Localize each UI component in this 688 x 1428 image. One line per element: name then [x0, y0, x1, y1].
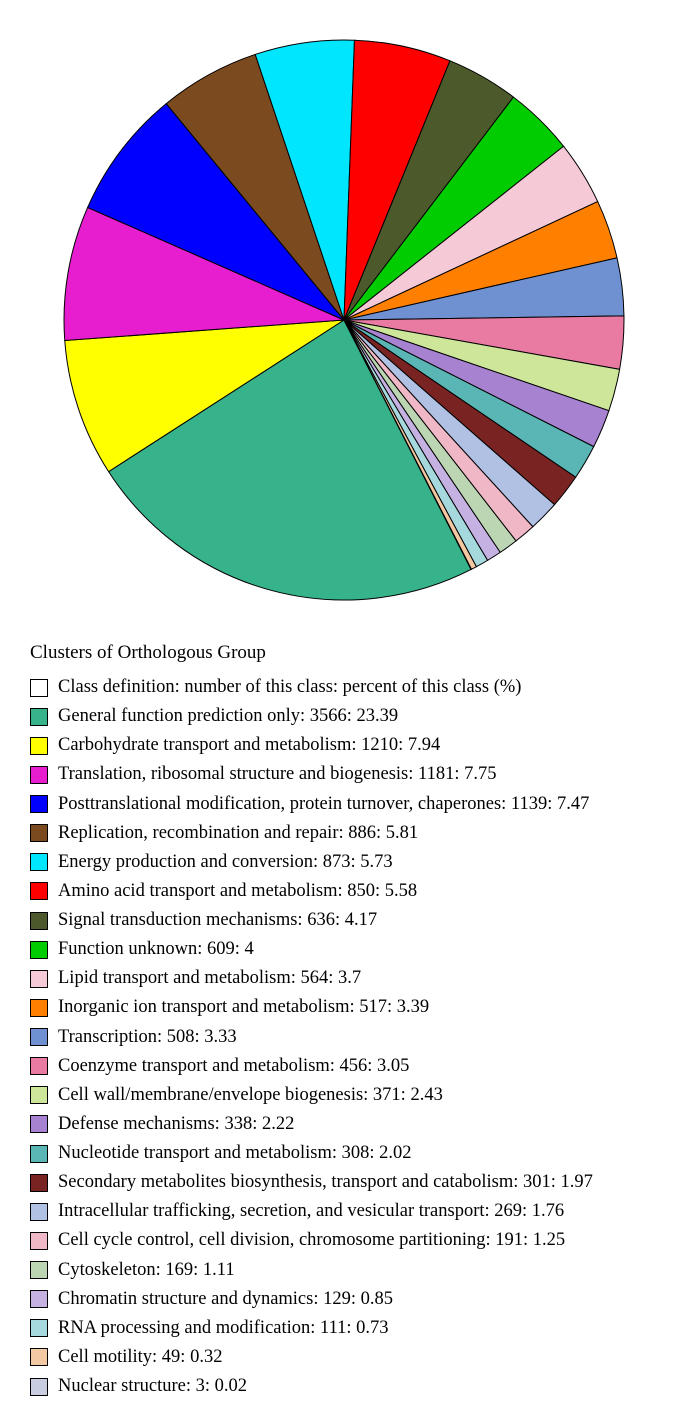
legend-swatch [30, 912, 48, 930]
legend-row: Defense mechanisms: 338: 2.22 [30, 1113, 658, 1136]
legend-label: Replication, recombination and repair: 8… [58, 822, 418, 845]
legend-swatch [30, 1290, 48, 1308]
legend-row: Cell cycle control, cell division, chrom… [30, 1229, 658, 1252]
legend-row: Nuclear structure: 3: 0.02 [30, 1375, 658, 1398]
legend-swatch [30, 1057, 48, 1075]
legend-row: Coenzyme transport and metabolism: 456: … [30, 1055, 658, 1078]
legend-swatch [30, 1203, 48, 1221]
legend-label: Nucleotide transport and metabolism: 308… [58, 1142, 412, 1165]
legend-swatch [30, 1028, 48, 1046]
legend-row: Energy production and conversion: 873: 5… [30, 851, 658, 874]
legend-row: Transcription: 508: 3.33 [30, 1026, 658, 1049]
legend-label: Class definition: number of this class: … [58, 676, 521, 699]
legend-label: Posttranslational modification, protein … [58, 793, 589, 816]
legend-label: Defense mechanisms: 338: 2.22 [58, 1113, 294, 1136]
legend-row: Cell motility: 49: 0.32 [30, 1346, 658, 1369]
legend-label: Secondary metabolites biosynthesis, tran… [58, 1171, 593, 1194]
legend-row: Chromatin structure and dynamics: 129: 0… [30, 1288, 658, 1311]
legend-row: Signal transduction mechanisms: 636: 4.1… [30, 909, 658, 932]
legend-row: Amino acid transport and metabolism: 850… [30, 880, 658, 903]
legend-label: Inorganic ion transport and metabolism: … [58, 996, 429, 1019]
legend-row: Carbohydrate transport and metabolism: 1… [30, 734, 658, 757]
legend-swatch [30, 970, 48, 988]
legend-swatch [30, 1261, 48, 1279]
legend-row: Cytoskeleton: 169: 1.11 [30, 1259, 658, 1282]
legend-label: RNA processing and modification: 111: 0.… [58, 1317, 389, 1340]
legend: Class definition: number of this class: … [30, 676, 658, 1398]
legend-swatch [30, 766, 48, 784]
legend-swatch [30, 1174, 48, 1192]
legend-row: Cell wall/membrane/envelope biogenesis: … [30, 1084, 658, 1107]
pie-chart [30, 20, 658, 620]
legend-label: General function prediction only: 3566: … [58, 705, 398, 728]
legend-label: Signal transduction mechanisms: 636: 4.1… [58, 909, 377, 932]
legend-label: Coenzyme transport and metabolism: 456: … [58, 1055, 409, 1078]
legend-label: Nuclear structure: 3: 0.02 [58, 1375, 247, 1398]
legend-label: Carbohydrate transport and metabolism: 1… [58, 734, 440, 757]
legend-label: Cell wall/membrane/envelope biogenesis: … [58, 1084, 443, 1107]
legend-label: Transcription: 508: 3.33 [58, 1026, 237, 1049]
legend-row: Secondary metabolites biosynthesis, tran… [30, 1171, 658, 1194]
legend-swatch [30, 882, 48, 900]
legend-label: Lipid transport and metabolism: 564: 3.7 [58, 967, 361, 990]
figure-container: Clusters of Orthologous Group Class defi… [0, 0, 688, 1428]
legend-label: Intracellular trafficking, secretion, an… [58, 1200, 564, 1223]
legend-label: Function unknown: 609: 4 [58, 938, 254, 961]
legend-swatch [30, 1145, 48, 1163]
legend-swatch [30, 737, 48, 755]
legend-label: Cell motility: 49: 0.32 [58, 1346, 222, 1369]
legend-label: Energy production and conversion: 873: 5… [58, 851, 393, 874]
legend-row: Translation, ribosomal structure and bio… [30, 763, 658, 786]
legend-row: Nucleotide transport and metabolism: 308… [30, 1142, 658, 1165]
legend-swatch [30, 1378, 48, 1396]
legend-row: Class definition: number of this class: … [30, 676, 658, 699]
legend-swatch [30, 1086, 48, 1104]
legend-swatch [30, 679, 48, 697]
legend-swatch [30, 795, 48, 813]
legend-swatch [30, 1319, 48, 1337]
legend-swatch [30, 708, 48, 726]
legend-row: Inorganic ion transport and metabolism: … [30, 996, 658, 1019]
legend-row: Function unknown: 609: 4 [30, 938, 658, 961]
legend-row: Intracellular trafficking, secretion, an… [30, 1200, 658, 1223]
legend-swatch [30, 1115, 48, 1133]
legend-row: Posttranslational modification, protein … [30, 793, 658, 816]
legend-label: Cytoskeleton: 169: 1.11 [58, 1259, 235, 1282]
legend-label: Translation, ribosomal structure and bio… [58, 763, 496, 786]
legend-row: General function prediction only: 3566: … [30, 705, 658, 728]
legend-swatch [30, 999, 48, 1017]
legend-swatch [30, 1348, 48, 1366]
legend-title: Clusters of Orthologous Group [30, 642, 658, 664]
legend-swatch [30, 1232, 48, 1250]
legend-swatch [30, 824, 48, 842]
legend-row: RNA processing and modification: 111: 0.… [30, 1317, 658, 1340]
legend-swatch [30, 853, 48, 871]
legend-row: Replication, recombination and repair: 8… [30, 822, 658, 845]
legend-swatch [30, 941, 48, 959]
legend-label: Amino acid transport and metabolism: 850… [58, 880, 417, 903]
legend-row: Lipid transport and metabolism: 564: 3.7 [30, 967, 658, 990]
legend-label: Cell cycle control, cell division, chrom… [58, 1229, 565, 1252]
legend-label: Chromatin structure and dynamics: 129: 0… [58, 1288, 393, 1311]
